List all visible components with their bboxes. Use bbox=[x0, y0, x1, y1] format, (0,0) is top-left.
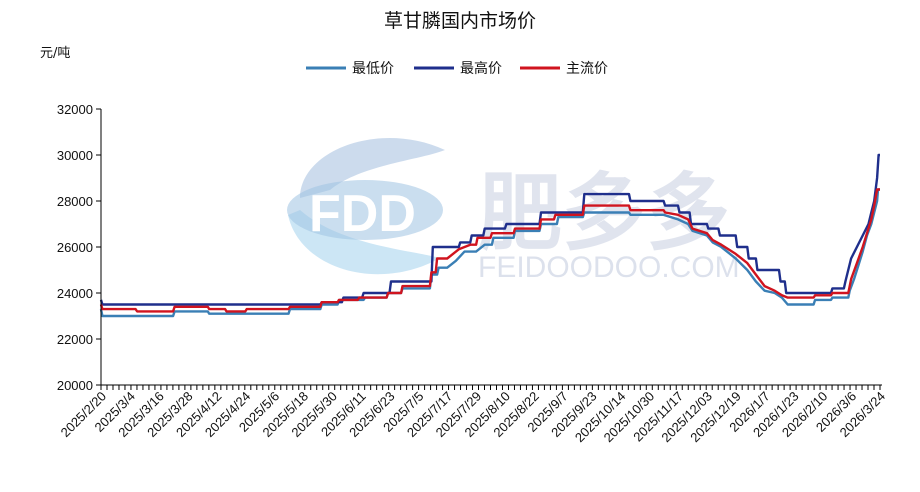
series-lines bbox=[99, 153, 880, 318]
watermark-fdd-text: FDD bbox=[309, 185, 416, 243]
legend-label: 最高价 bbox=[460, 60, 502, 77]
y-tick-label: 26000 bbox=[57, 240, 93, 255]
y-axis-unit: 元/吨 bbox=[40, 46, 70, 61]
watermark-site: FEIDOODOO.COM bbox=[478, 251, 740, 284]
y-tick-label: 20000 bbox=[57, 378, 93, 393]
y-axis-ticks: 20000 22000 24000 26000 28000 30000 32000 bbox=[57, 102, 101, 393]
x-axis-ticks: 2025/2/202025/3/42025/3/162025/3/282025/… bbox=[58, 385, 888, 445]
series-line-0 bbox=[99, 188, 880, 318]
legend-label: 主流价 bbox=[566, 61, 608, 77]
series-line-2 bbox=[99, 188, 880, 313]
y-tick-label: 22000 bbox=[57, 332, 93, 347]
fdd-logo: FDD bbox=[287, 137, 445, 275]
series-line-1 bbox=[99, 153, 880, 306]
legend: 最低价 最高价 主流价 bbox=[306, 60, 608, 77]
y-tick-label: 30000 bbox=[57, 148, 93, 163]
y-tick-label: 32000 bbox=[57, 102, 93, 117]
y-tick-label: 28000 bbox=[57, 194, 93, 209]
chart-title: 草甘膦国内市场价 bbox=[384, 10, 536, 32]
y-tick-label: 24000 bbox=[57, 286, 93, 301]
legend-label: 最低价 bbox=[352, 61, 394, 77]
watermark: FDD 肥多多 FEIDOODOO.COM bbox=[287, 137, 740, 284]
